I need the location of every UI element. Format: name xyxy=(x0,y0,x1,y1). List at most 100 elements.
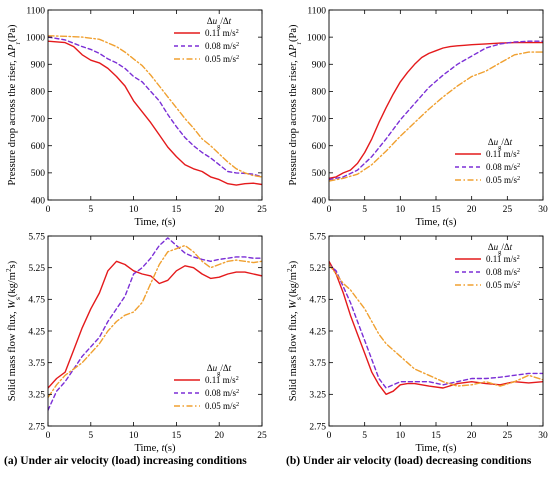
legend-label: 0.11 m/s2 xyxy=(205,28,239,39)
y-axis-label: Pressure drop across the riser, ΔPr(Pa) xyxy=(288,24,303,186)
x-tick-label: 0 xyxy=(46,431,51,441)
series-group xyxy=(329,40,543,182)
x-tick-label: 30 xyxy=(538,205,548,215)
legend-label: 0.05 m/s2 xyxy=(486,280,520,291)
x-tick-label: 10 xyxy=(396,205,406,215)
y-tick-label: 1000 xyxy=(307,33,326,43)
series-group xyxy=(48,237,262,411)
y-tick-label: 4.25 xyxy=(28,327,45,337)
x-tick-label: 15 xyxy=(172,431,182,441)
x-tick-label: 5 xyxy=(88,431,93,441)
x-tick-label: 10 xyxy=(396,431,406,441)
x-tick-label: 25 xyxy=(257,205,267,215)
y-tick-label: 1000 xyxy=(26,33,45,43)
legend-title: Δug/Δt xyxy=(207,363,232,377)
legend-title: Δug/Δt xyxy=(488,137,513,151)
series-line-0.08 xyxy=(329,263,543,389)
x-tick-label: 5 xyxy=(362,205,367,215)
y-tick-label: 5.25 xyxy=(28,264,45,274)
x-axis-label: Time, t(s) xyxy=(134,443,176,454)
y-tick-label: 4.75 xyxy=(309,296,326,306)
legend-label: 0.11 m/s2 xyxy=(486,149,520,160)
series-group xyxy=(329,260,543,395)
x-tick-label: 0 xyxy=(327,431,332,441)
y-tick-label: 3.25 xyxy=(309,391,326,401)
x-tick-label: 20 xyxy=(467,431,477,441)
legend: Δug/Δt0.11 m/s2 0.08 m/s2 0.05 m/s2 xyxy=(455,137,520,185)
legend-label: 0.08 m/s2 xyxy=(205,41,239,52)
legend-label: 0.08 m/s2 xyxy=(486,267,520,278)
x-tick-label: 0 xyxy=(46,205,51,215)
legend-label: 0.05 m/s2 xyxy=(205,54,239,65)
x-tick-label: 25 xyxy=(503,431,513,441)
x-tick-label: 15 xyxy=(431,205,441,215)
y-tick-label: 700 xyxy=(312,115,327,125)
caption-b: (b) Under air velocity (load) decreasing… xyxy=(286,455,532,467)
chart-top-left: 0 5 10 15 20 25 400 500 600 700 800 900 1000 1100 Time… xyxy=(7,6,267,228)
y-tick-label: 1100 xyxy=(26,6,45,16)
y-tick-label: 2.75 xyxy=(28,422,45,432)
series-line-0.08 xyxy=(329,40,543,181)
x-tick-label: 25 xyxy=(503,205,513,215)
series-line-0.05 xyxy=(329,51,543,182)
series-line-0.08 xyxy=(48,36,262,178)
legend-label: 0.05 m/s2 xyxy=(486,175,520,186)
chart-bottom-left: 0 5 10 15 20 25 2.75 3.25 3.75 4.25 4.75 5.25 5.75 Ti… xyxy=(4,232,268,454)
y-tick-label: 2.75 xyxy=(309,422,326,432)
y-tick-label: 5.75 xyxy=(309,232,326,242)
x-axis-label: Time, t(s) xyxy=(415,217,457,228)
x-axis-label: Time, t(s) xyxy=(134,217,176,228)
legend-label: 0.08 m/s2 xyxy=(205,388,239,399)
y-axis-label: Pressure drop across the riser, ΔPr(Pa) xyxy=(7,24,22,186)
y-tick-label: 3.75 xyxy=(309,359,326,369)
plot-frame xyxy=(47,9,263,201)
plot-frame xyxy=(328,235,544,427)
y-tick-label: 5.25 xyxy=(309,264,326,274)
y-tick-label: 400 xyxy=(312,196,327,206)
y-tick-label: 700 xyxy=(31,115,46,125)
y-tick-label: 800 xyxy=(31,88,46,98)
y-tick-label: 600 xyxy=(312,142,327,152)
y-tick-label: 4.25 xyxy=(309,327,326,337)
series-line-0.05 xyxy=(48,244,262,399)
x-tick-label: 20 xyxy=(214,205,224,215)
y-tick-label: 5.75 xyxy=(28,232,45,242)
y-tick-label: 500 xyxy=(312,169,327,179)
x-tick-label: 15 xyxy=(431,431,441,441)
series-line-0.08 xyxy=(48,237,262,411)
y-tick-label: 3.75 xyxy=(28,359,45,369)
legend-label: 0.11 m/s2 xyxy=(486,254,520,265)
legend-label: 0.08 m/s2 xyxy=(486,162,520,173)
x-tick-label: 20 xyxy=(467,205,477,215)
y-tick-label: 600 xyxy=(31,142,46,152)
legend: Δug/Δt0.11 m/s2 0.08 m/s2 0.05 m/s2 xyxy=(174,363,239,411)
y-tick-label: 900 xyxy=(312,61,327,71)
x-tick-label: 30 xyxy=(538,431,548,441)
chart-top-right: 0 5 10 15 20 25 30 400 500 600 700 800 900 1000 1100 Ti… xyxy=(288,6,548,228)
x-tick-label: 20 xyxy=(214,431,224,441)
legend-label: 0.11 m/s2 xyxy=(205,375,239,386)
series-group xyxy=(48,35,262,186)
y-tick-label: 3.25 xyxy=(28,391,45,401)
x-axis-label: Time, t(s) xyxy=(415,443,457,454)
y-axis-label: Solid mass flow flux, Ws(kg/m2s) xyxy=(285,260,303,401)
caption-a: (a) Under air velocity (load) increasing… xyxy=(4,455,247,467)
legend-title: Δug/Δt xyxy=(207,16,232,30)
x-tick-label: 5 xyxy=(362,431,367,441)
x-tick-label: 25 xyxy=(257,431,267,441)
y-tick-label: 800 xyxy=(312,88,327,98)
chart-bottom-right: 0 5 10 15 20 25 30 2.75 3.25 3.75 4.25 4.75 5.25 5.75… xyxy=(285,232,549,454)
x-tick-label: 5 xyxy=(88,205,93,215)
legend-label: 0.05 m/s2 xyxy=(205,401,239,412)
legend: Δug/Δt0.11 m/s2 0.08 m/s2 0.05 m/s2 xyxy=(174,16,239,64)
series-line-0.05 xyxy=(329,263,543,387)
series-line-0.05 xyxy=(48,35,262,178)
y-axis-label: Solid mass flow flux, Ws(kg/m2s) xyxy=(4,260,22,401)
series-line-0.11 xyxy=(48,260,262,389)
x-tick-label: 10 xyxy=(129,431,139,441)
y-tick-label: 400 xyxy=(31,196,46,206)
y-tick-label: 900 xyxy=(31,61,46,71)
series-line-0.11 xyxy=(329,41,543,180)
legend: Δug/Δt0.11 m/s2 0.08 m/s2 0.05 m/s2 xyxy=(455,242,520,290)
